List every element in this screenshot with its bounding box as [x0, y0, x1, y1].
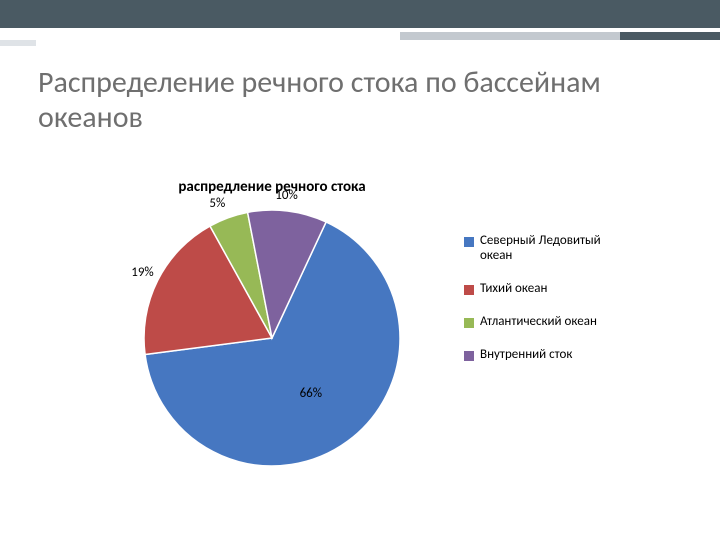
legend: Северный Ледовитый океан Тихий океан Атлан…	[464, 234, 634, 381]
slide-title: Распределение речного стока по бассейнам…	[38, 66, 678, 135]
legend-label: Северный Ледовитый океан	[480, 234, 634, 264]
pie-slice-label: 5%	[209, 196, 225, 211]
chart-title: распредление речного стока	[112, 178, 432, 196]
pie-chart	[142, 208, 402, 473]
legend-swatch	[464, 237, 474, 247]
legend-label: Тихий океан	[480, 282, 547, 297]
header-bar-main	[0, 0, 720, 28]
legend-swatch	[464, 318, 474, 328]
slide: Распределение речного стока по бассейнам…	[0, 0, 720, 540]
legend-swatch	[464, 351, 474, 361]
legend-swatch	[464, 285, 474, 295]
legend-item: Атлантический океан	[464, 315, 634, 330]
header-bar-dark	[620, 32, 720, 40]
pie-slice-label: 66%	[300, 386, 322, 401]
legend-item: Северный Ледовитый океан	[464, 234, 634, 264]
header-bar-grey	[400, 32, 620, 40]
legend-label: Внутренний сток	[480, 348, 572, 363]
legend-item: Внутренний сток	[464, 348, 634, 363]
legend-label: Атлантический океан	[480, 315, 597, 330]
header-bar-small	[0, 40, 36, 46]
legend-item: Тихий океан	[464, 282, 634, 297]
pie-slice-label: 10%	[275, 188, 297, 203]
pie-svg	[142, 208, 402, 468]
pie-slice-label: 19%	[131, 265, 153, 280]
